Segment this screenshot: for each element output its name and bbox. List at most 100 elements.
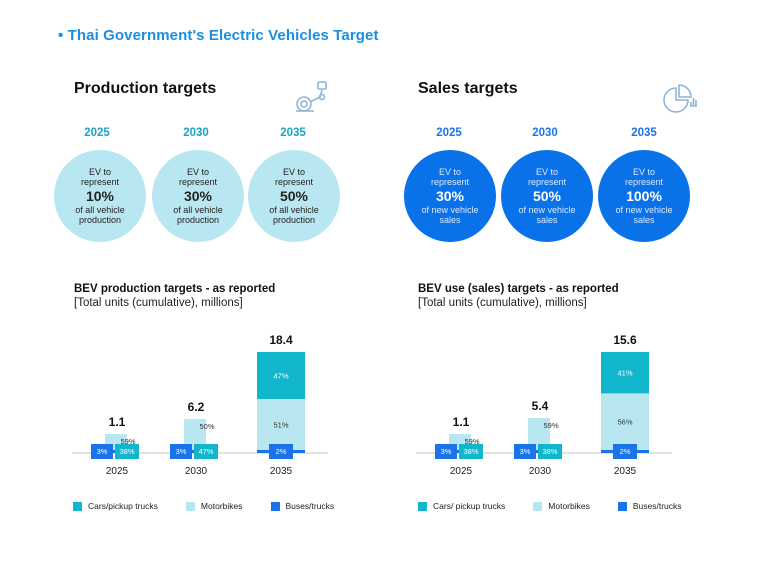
total-label-2035: 15.6 (613, 333, 637, 347)
circle-percent: 100% (626, 187, 662, 204)
sales-year-2025: 2025 (436, 127, 462, 139)
category-label-2030: 2030 (529, 466, 552, 477)
category-label-2025: 2025 (450, 466, 473, 477)
total-label-2025: 1.1 (453, 415, 470, 429)
circle-percent: 10% (85, 187, 115, 204)
data-label-motorbikes-2025: 59% (120, 437, 135, 446)
data-label-box-buses-2025 (91, 444, 113, 459)
data-label-cars-2030: 38% (542, 447, 557, 456)
circle-percent: 30% (435, 187, 465, 204)
circle-line: sales (536, 215, 558, 225)
data-label-box-cars-2030 (194, 444, 218, 459)
production-year-2035: 2035 (280, 127, 306, 139)
data-label-buses-2030: 3% (520, 447, 531, 456)
data-label-box-buses-2030 (514, 444, 536, 459)
legend-swatch-buses (617, 501, 627, 511)
circle-line: EV to (535, 166, 558, 177)
category-label-2030: 2030 (185, 466, 208, 477)
sales-target-circle-2035: EV to represent 100% of new vehicle sale… (598, 150, 690, 242)
sales-year-2030: 2030 (532, 127, 558, 139)
circle-line: production (176, 215, 220, 225)
data-label-buses-2030: 3% (176, 447, 187, 456)
data-label-motorbikes-2030: 59% (543, 421, 558, 430)
circle-line: represent (527, 177, 567, 187)
circle-percent: 50% (532, 187, 562, 204)
production-target-circle-2030: EV to represent 30% of all vehicle produ… (152, 150, 244, 242)
legend-label-buses: Buses/trucks (285, 501, 335, 511)
legend-item-motorbikes: Motorbikes (185, 501, 243, 511)
data-label-box-cars-2030 (538, 444, 562, 459)
circle-line: represent (430, 177, 470, 187)
data-label-motorbikes-2030: 50% (199, 422, 214, 431)
production-chart-subtitle: [Total units (cumulative), millions] (74, 297, 243, 309)
data-label-box-buses-2030 (170, 444, 192, 459)
data-label-cars-2035: 41% (617, 369, 632, 378)
circle-line: sales (439, 215, 461, 225)
category-label-2035: 2035 (270, 466, 293, 477)
circle-line: EV to (632, 166, 655, 177)
legend-swatch-buses (270, 501, 280, 511)
bar-segment-motorbikes-2030 (528, 418, 550, 450)
production-year-2025: 2025 (84, 127, 110, 139)
circle-percent: 50% (279, 187, 309, 204)
total-label-2030: 5.4 (532, 399, 549, 413)
total-label-2025: 1.1 (109, 415, 126, 429)
circle-line: EV to (282, 166, 305, 177)
circle-line: EV to (88, 166, 111, 177)
page-title: • Thai Government's Electric Vehicles Ta… (58, 27, 379, 44)
circle-line: represent (274, 177, 314, 187)
circle-line: represent (624, 177, 664, 187)
legend-item-cars: Cars/pickup trucks (73, 501, 158, 511)
data-label-box-buses-2035 (269, 444, 293, 459)
bar-segment-cars-2035 (601, 352, 649, 394)
legend-label-motorbikes: Motorbikes (548, 501, 590, 511)
sales-chart-subtitle: [Total units (cumulative), millions] (418, 297, 587, 309)
category-label-2025: 2025 (106, 466, 129, 477)
robotic-arm-icon (292, 80, 332, 119)
legend-item-buses: Buses/trucks (617, 501, 682, 511)
legend-swatch-motorbikes (185, 501, 195, 511)
legend-label-motorbikes: Motorbikes (200, 501, 243, 511)
data-label-cars-2030: 47% (198, 447, 213, 456)
circle-line: sales (633, 215, 655, 225)
circle-line: represent (80, 177, 120, 187)
circle-percent: 30% (183, 187, 213, 204)
circle-line: EV to (438, 166, 461, 177)
data-label-buses-2025: 3% (97, 447, 108, 456)
legend-label-cars: Cars/ pickup trucks (433, 501, 506, 511)
legend-item-cars: Cars/ pickup trucks (418, 501, 505, 511)
sales-chart-legend: Cars/ pickup trucks Motorbikes Buses/tru… (418, 501, 682, 511)
circle-line: EV to (186, 166, 209, 177)
production-chart-title: BEV production targets - as reported (74, 283, 276, 295)
sales-target-circle-2025: EV to represent 30% of new vehicle sales (404, 150, 496, 242)
production-targets-title: Production targets (74, 80, 217, 97)
total-label-2030: 6.2 (188, 400, 205, 414)
legend-item-buses: Buses/trucks (270, 501, 335, 511)
data-label-buses-2035: 2% (276, 447, 287, 456)
circle-line: of new vehicle (615, 204, 673, 215)
production-target-circle-2035: EV to represent 50% of all vehicle produ… (248, 150, 340, 242)
legend-swatch-cars (418, 501, 427, 511)
data-label-cars-2035: 47% (273, 372, 288, 381)
data-label-cars-2025: 38% (463, 447, 478, 456)
pie-chart-icon (662, 84, 698, 119)
data-label-box-buses-2035 (613, 444, 637, 459)
total-label-2035: 18.4 (269, 333, 293, 347)
sales-target-circle-2030: EV to represent 50% of new vehicle sales (501, 150, 593, 242)
data-label-buses-2025: 3% (441, 447, 452, 456)
circle-line: production (78, 215, 122, 225)
bar-segment-motorbikes-2035 (257, 399, 305, 450)
production-target-circle-2025: EV to represent 10% of all vehicle produ… (54, 150, 146, 242)
bar-segment-motorbikes-2035 (601, 393, 649, 450)
data-label-motorbikes-2035: 56% (617, 418, 632, 427)
circle-line: represent (178, 177, 218, 187)
legend-label-buses: Buses/trucks (632, 501, 682, 511)
production-chart-legend: Cars/pickup trucks Motorbikes Buses/truc… (73, 501, 334, 511)
bar-segment-cars-2035 (257, 352, 305, 399)
circle-line: of new vehicle (421, 204, 479, 215)
category-label-2035: 2035 (614, 466, 637, 477)
production-chart: 59% 3% 38% 1.1 2025 50% 3% 47% 6.2 2030 47% 51% 2% 18… (72, 333, 328, 477)
sales-chart-title: BEV use (sales) targets - as reported (418, 283, 619, 295)
bar-segment-motorbikes-2030 (184, 418, 206, 450)
sales-targets-title: Sales targets (418, 80, 518, 97)
